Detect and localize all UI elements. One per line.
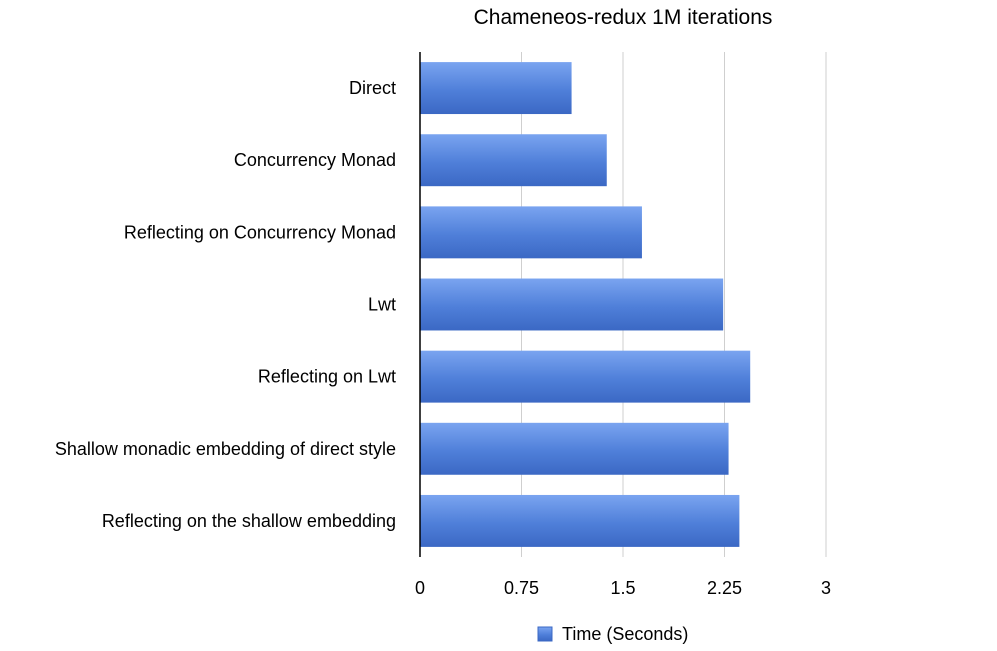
bar xyxy=(420,206,642,259)
x-axis-tick-labels: 0 0.75 1.5 2.25 3 xyxy=(415,578,831,598)
category-label: Direct xyxy=(349,78,396,98)
category-labels: Direct Concurrency Monad Reflecting on Con… xyxy=(55,78,396,531)
bar xyxy=(420,278,724,331)
chart-title: Chameneos-redux 1M iterations xyxy=(474,6,773,29)
category-label: Concurrency Monad xyxy=(234,150,396,170)
x-tick-label: 0 xyxy=(415,578,425,598)
category-label: Reflecting on Concurrency Monad xyxy=(124,222,396,242)
bars xyxy=(420,62,751,547)
bar xyxy=(420,422,729,475)
category-label: Reflecting on the shallow embedding xyxy=(102,511,396,531)
legend-swatch xyxy=(537,626,553,642)
category-label: Reflecting on Lwt xyxy=(258,367,396,387)
category-label: Shallow monadic embedding of direct styl… xyxy=(55,439,396,459)
category-label: Lwt xyxy=(368,295,396,315)
legend-label: Time (Seconds) xyxy=(562,624,688,644)
bar xyxy=(420,134,607,187)
x-tick-label: 2.25 xyxy=(707,578,742,598)
bar xyxy=(420,350,751,403)
bar xyxy=(420,494,740,547)
legend: Time (Seconds) xyxy=(537,624,688,644)
x-tick-label: 0.75 xyxy=(504,578,539,598)
x-tick-label: 1.5 xyxy=(610,578,635,598)
bar xyxy=(420,62,572,115)
x-tick-label: 3 xyxy=(821,578,831,598)
